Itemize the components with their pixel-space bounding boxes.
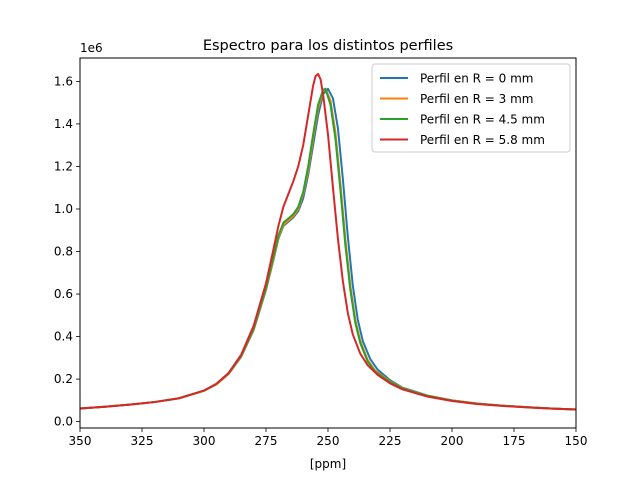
y-tick-label: 0.8 <box>54 245 73 259</box>
x-axis-label: [ppm] <box>310 457 346 471</box>
y-tick-label: 1.4 <box>54 117 73 131</box>
legend-label: Perfil en R = 0 mm <box>420 72 533 86</box>
legend-label: Perfil en R = 3 mm <box>420 92 533 106</box>
x-tick-label: 200 <box>441 434 464 448</box>
x-tick-label: 325 <box>131 434 154 448</box>
legend-box <box>371 63 571 153</box>
series-line-4 <box>80 72 576 411</box>
x-tick-label: 225 <box>379 434 402 448</box>
x-tick-label: 350 <box>69 434 92 448</box>
y-tick-label: 0.6 <box>54 287 73 301</box>
x-tick-label: 175 <box>503 434 526 448</box>
x-tick-label: 250 <box>317 434 340 448</box>
x-axis: 350 325 300 275 250 225 200 175 150 <box>69 428 588 448</box>
y-tick-label: 1.2 <box>54 159 73 173</box>
y-axis-multiplier: 1e6 <box>80 41 103 55</box>
y-axis: 0.0 0.2 0.4 0.6 0.8 1.0 1.2 1.4 1.6 <box>54 74 80 429</box>
x-tick-label: 275 <box>255 434 278 448</box>
series-layer <box>80 72 576 411</box>
chart-title: Espectro para los distintos perfiles <box>203 38 453 54</box>
y-tick-label: 0.2 <box>54 372 73 386</box>
legend-label: Perfil en R = 5.8 mm <box>420 133 545 147</box>
x-tick-label: 150 <box>565 434 588 448</box>
x-tick-label: 300 <box>193 434 216 448</box>
legend: Perfil en R = 0 mm Perfil en R = 3 mm Perf… <box>371 63 571 153</box>
y-tick-label: 0.4 <box>54 330 73 344</box>
legend-label: Perfil en R = 4.5 mm <box>420 113 545 127</box>
y-tick-label: 0.0 <box>54 415 73 429</box>
y-tick-label: 1.0 <box>54 202 73 216</box>
y-tick-label: 1.6 <box>54 74 73 88</box>
